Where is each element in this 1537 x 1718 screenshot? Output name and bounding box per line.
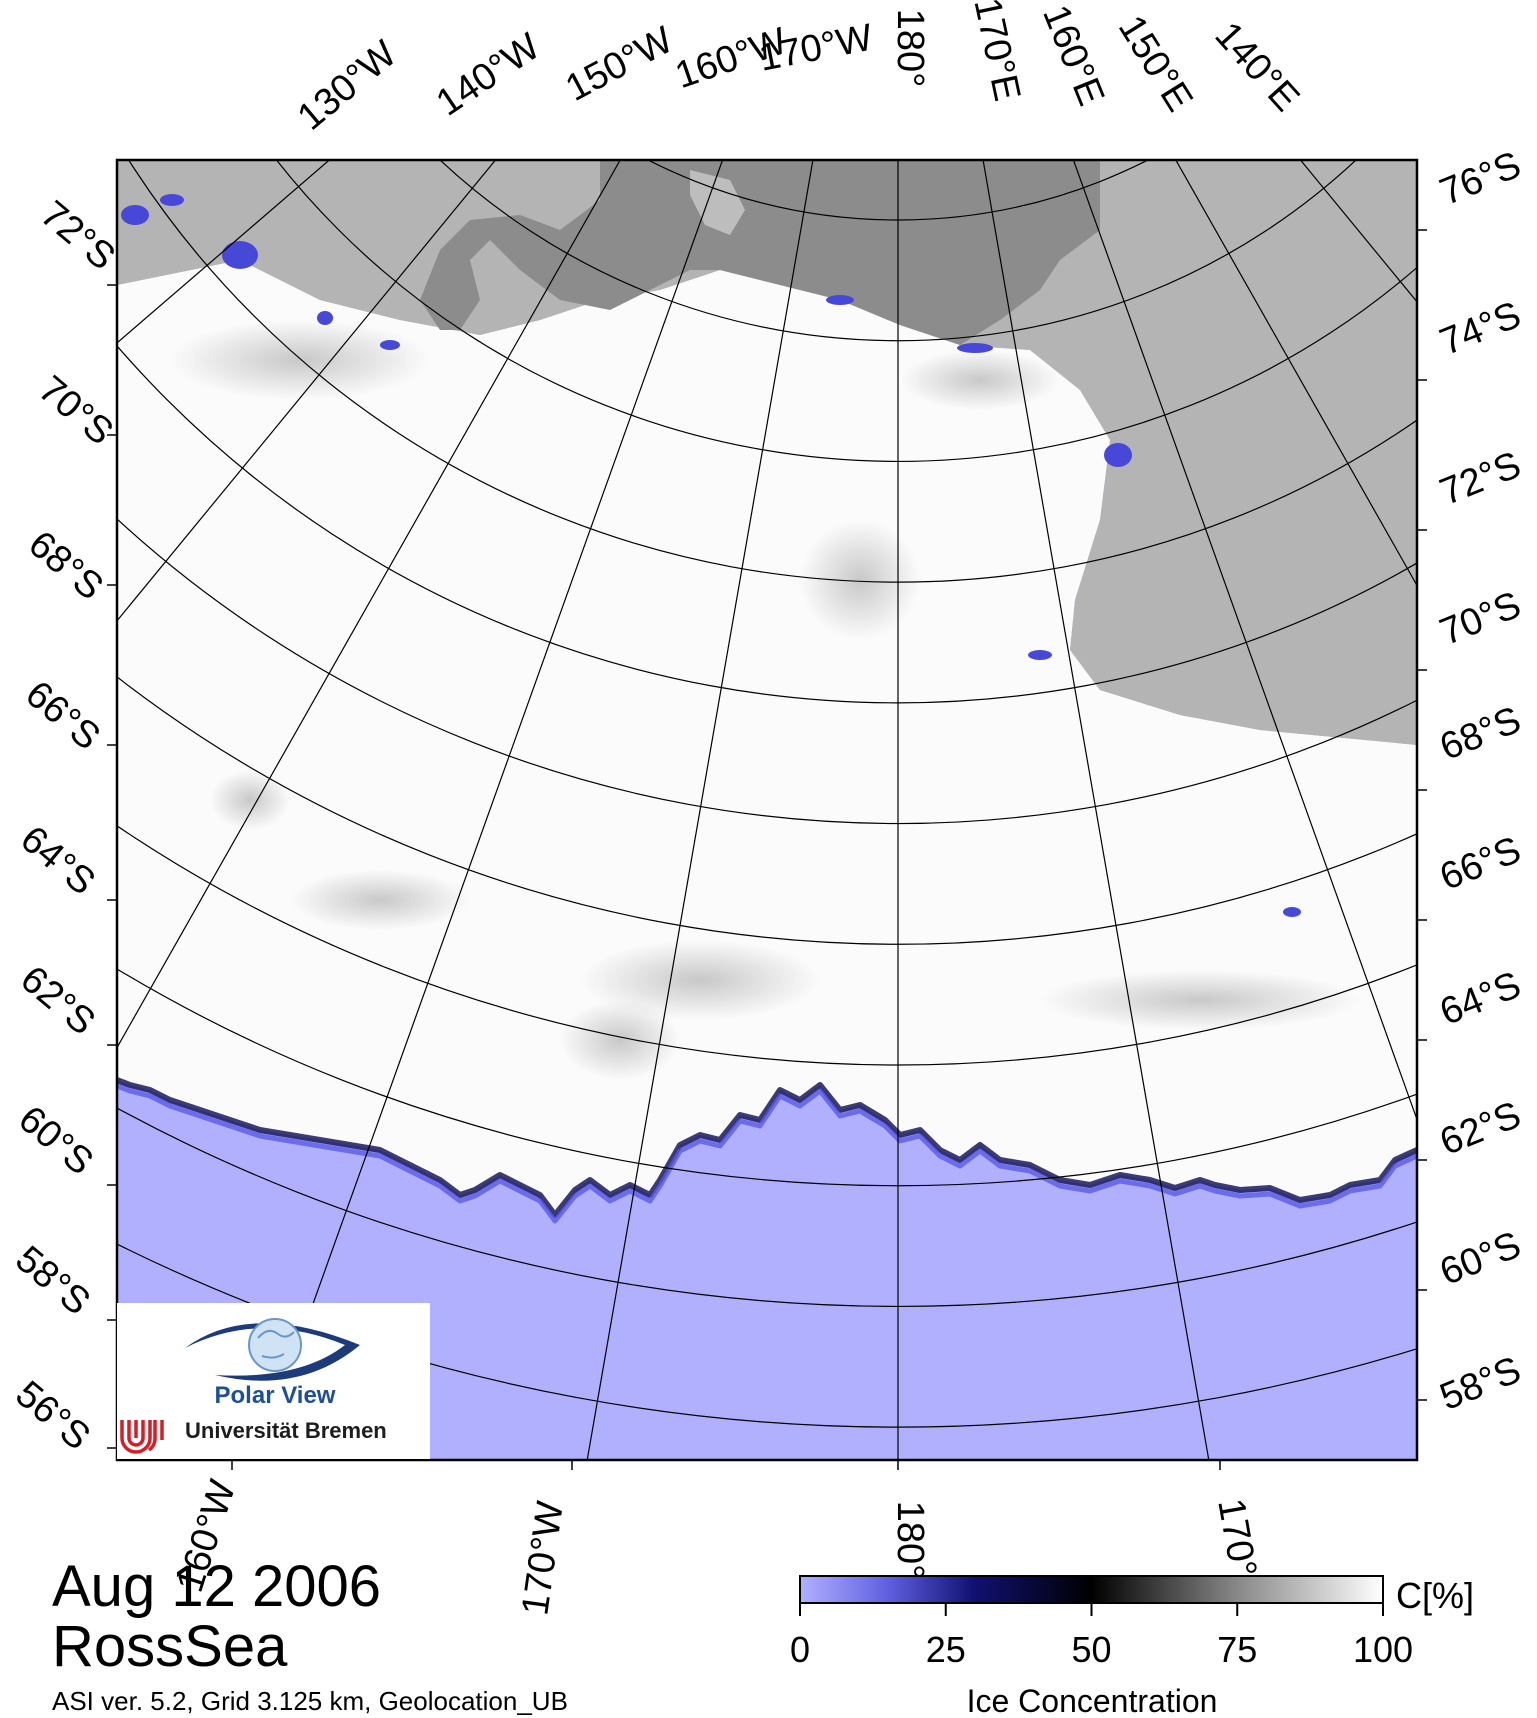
coordinate-label: 170° (1209, 1496, 1264, 1581)
coordinate-label: 150°W (559, 19, 680, 110)
coordinate-label: 72°S (32, 193, 122, 278)
footer-text: ASI ver. 5.2, Grid 3.125 km, Geolocation… (52, 1686, 568, 1716)
colorbar-title: Ice Concentration (967, 1683, 1218, 1718)
coordinate-label: 62°S (1434, 1094, 1527, 1164)
sea-ice-area (117, 260, 1417, 1215)
coordinate-label: 76°S (1434, 144, 1527, 214)
colorbar-tick-label: 25 (926, 1629, 966, 1670)
coordinate-label: 68°S (20, 523, 110, 608)
colorbar-bar (799, 1575, 1384, 1604)
meridian-line (1175, 160, 1417, 587)
meridian-line (117, 160, 497, 622)
coordinate-label: 64°S (1434, 964, 1527, 1034)
meridian-line (117, 160, 621, 1049)
region-label: RossSea (52, 1614, 288, 1679)
coordinate-label: 140°W (429, 26, 547, 125)
colorbar-ticks: 0 25 50 75 100 (790, 1603, 1413, 1670)
meridian-line (586, 160, 814, 1460)
colorbar-tick-label: 75 (1217, 1629, 1257, 1670)
polynya-spots (121, 194, 1301, 917)
coordinate-label: 170°E (965, 0, 1028, 105)
coordinate-label: 72°S (1434, 444, 1527, 514)
colorbar-unit: C[%] (1396, 1575, 1474, 1616)
bremen-logo-icon (120, 1420, 164, 1454)
coordinate-label: 58°S (7, 1238, 97, 1323)
coordinate-label: 180° (889, 9, 931, 88)
coordinate-label: 62°S (12, 958, 102, 1043)
coordinate-label: 60°S (1434, 1224, 1527, 1294)
meridian-line (1072, 160, 1417, 1122)
coordinate-label: 66°S (17, 673, 107, 758)
coordinate-label: 68°S (1434, 699, 1527, 769)
logo-name: Polar View (215, 1382, 336, 1409)
coordinate-label: 66°S (1434, 829, 1527, 899)
eye-icon (185, 1323, 360, 1381)
colorbar-tick-label: 100 (1353, 1629, 1413, 1670)
coordinate-label: 180° (889, 1501, 931, 1580)
coordinate-label: 150°E (1110, 8, 1201, 118)
ice-edge-blue (117, 1083, 1417, 1224)
coordinate-label: 170°W (514, 1499, 572, 1618)
coordinate-label: 130°W (290, 33, 405, 139)
ice-texture (170, 320, 1360, 1080)
ice-shelf-light-patch (690, 170, 745, 235)
coordinate-label: 60°S (10, 1098, 100, 1183)
coordinate-label: 56°S (7, 1373, 97, 1458)
date-label: Aug 12 2006 (52, 1554, 381, 1619)
ice-edge (117, 1077, 1417, 1218)
colorbar-tick-label: 50 (1071, 1629, 1111, 1670)
graticule-ticks (107, 229, 1427, 1470)
logo-institution: Universität Bremen (185, 1418, 387, 1443)
colorbar: 0 25 50 75 100 C[%] Ice Concentration (790, 1575, 1474, 1718)
globe-icon (248, 1318, 302, 1372)
ice-shelf-area (420, 160, 1100, 345)
coordinate-label: 64°S (12, 818, 102, 903)
coordinate-label: 58°S (1434, 1349, 1527, 1419)
coordinate-label: 160°E (1034, 0, 1112, 112)
polar-view-logo: Polar View Universität Bremen (117, 1303, 430, 1459)
coordinate-label: 140°E (1207, 14, 1308, 119)
coordinate-label: 70°S (1434, 584, 1527, 654)
meridian-line (982, 160, 1210, 1460)
coordinate-label: 74°S (1434, 294, 1527, 364)
map-frame (115, 158, 1419, 1462)
colorbar-tick-label: 0 (790, 1629, 810, 1670)
coordinate-label: 70°S (30, 368, 120, 453)
